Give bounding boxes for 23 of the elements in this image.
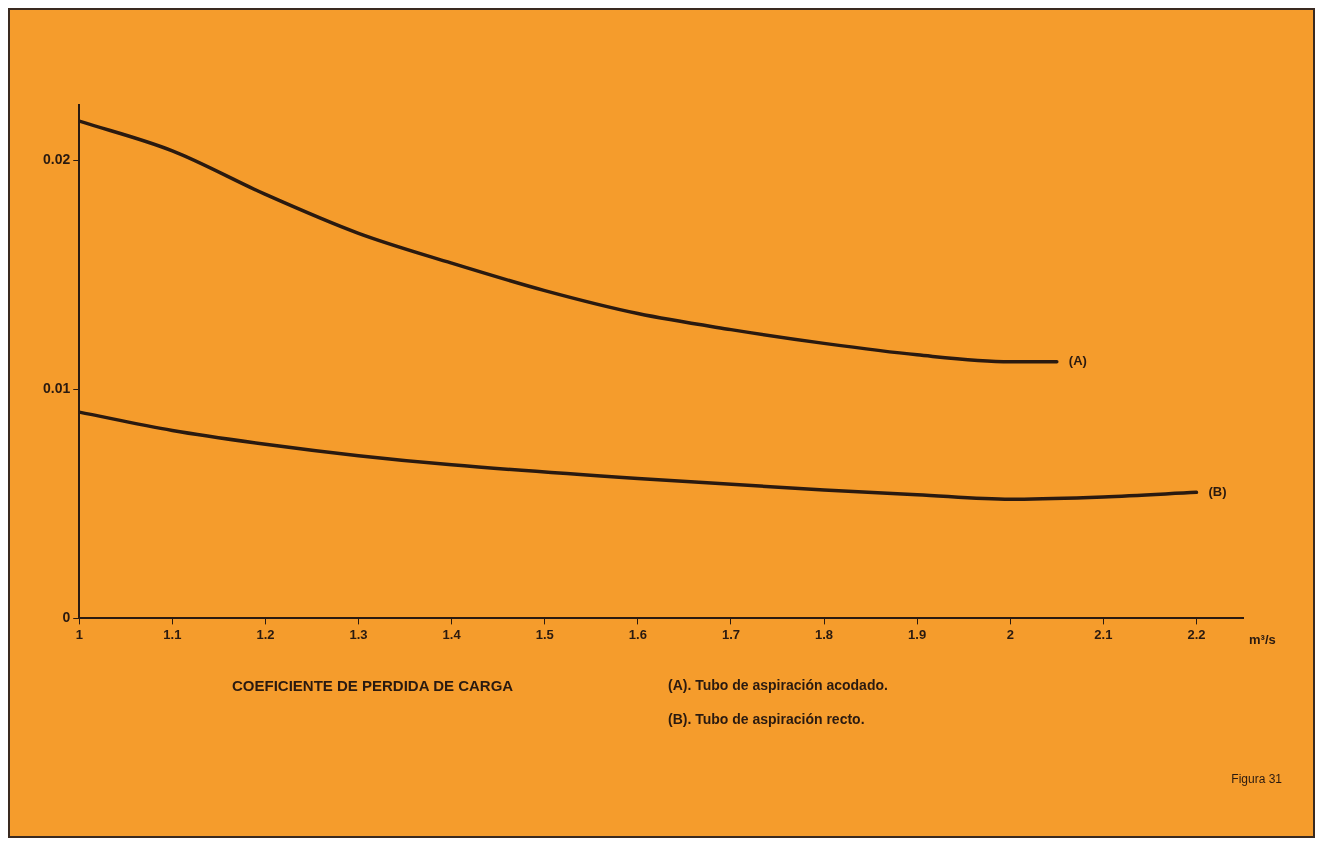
x-tick-label: 1.4 bbox=[442, 626, 462, 642]
y-tick-label: 0 bbox=[62, 609, 71, 626]
text: COEFICIENTE DE PERDIDA DE CARGA bbox=[232, 676, 514, 694]
series-label: (A) bbox=[1068, 353, 1087, 369]
x-tick-label: 1.3 bbox=[349, 626, 368, 642]
y-tick-label: 0.02 bbox=[43, 150, 71, 167]
x-tick-label: 1.1 bbox=[163, 626, 182, 642]
text: Figura 31 bbox=[1231, 772, 1283, 787]
x-tick-label: 1.2 bbox=[256, 626, 275, 642]
text: (B). Tubo de aspiración recto. bbox=[668, 711, 865, 728]
x-tick-label: 1.8 bbox=[815, 626, 834, 642]
x-tick-label: 1.7 bbox=[721, 626, 740, 642]
x-tick-label: 2 bbox=[1006, 626, 1014, 642]
x-tick-label: 2.1 bbox=[1094, 626, 1113, 642]
x-tick-label: 1.9 bbox=[908, 626, 927, 642]
x-axis-title: m³/s bbox=[1249, 631, 1276, 647]
x-tick-label: 1.5 bbox=[535, 626, 554, 642]
x-tick-label: 1.6 bbox=[628, 626, 647, 642]
series-label: (B) bbox=[1208, 483, 1227, 499]
x-tick-label: 1 bbox=[75, 626, 83, 642]
text: (A). Tubo de aspiración acodado. bbox=[668, 677, 888, 694]
y-tick-label: 0.01 bbox=[43, 380, 71, 397]
x-tick-label: 2.2 bbox=[1187, 626, 1206, 642]
